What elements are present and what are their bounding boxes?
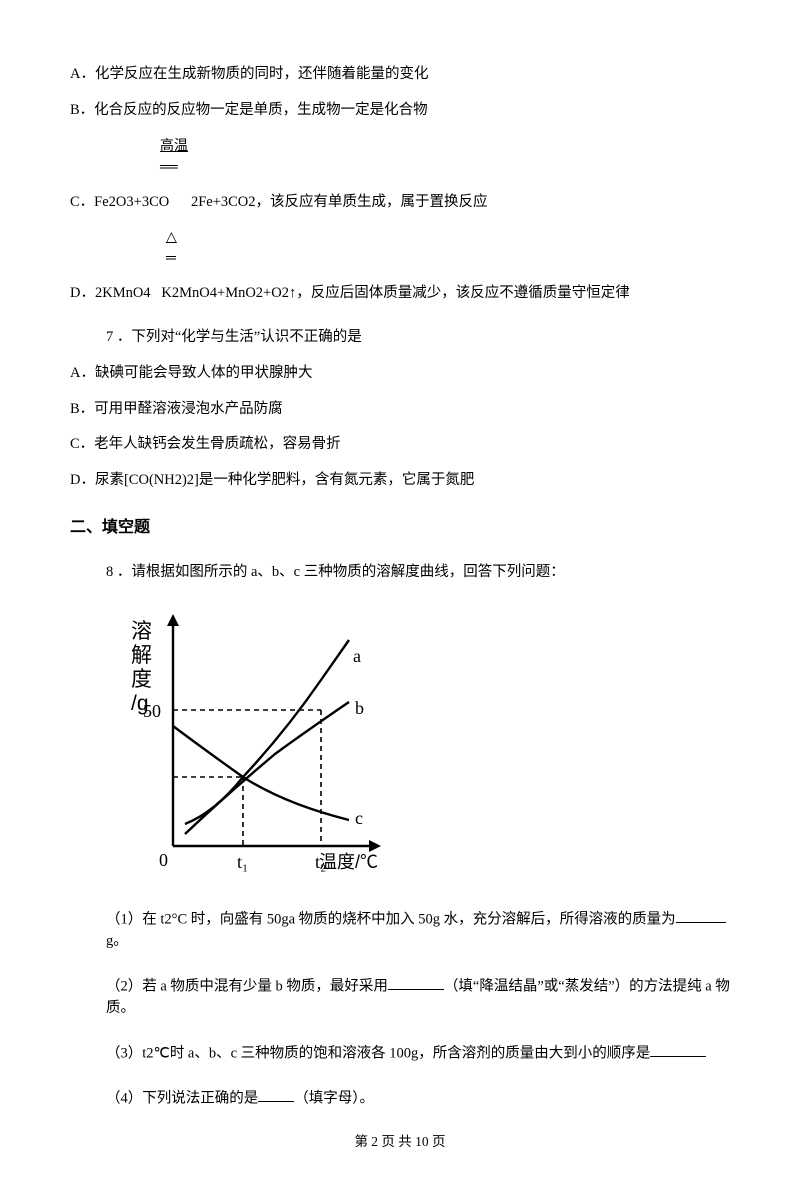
svg-text:0: 0 [159,850,168,870]
gaoweng-text: 高温 [160,139,188,154]
q7-opt-c: C．老年人缺钙会发生骨质疏松，容易骨折 [70,434,730,456]
svg-text:t₁: t₁ [237,852,248,872]
q8-sub2: （2）若 a 物质中混有少量 b 物质，最好采用（填“降温结晶”或“蒸发结”）的… [106,975,730,1020]
q8-sub1-pre: （1）在 t2°C 时，向盛有 50ga 物质的烧杯中加入 50g 水，充分溶解… [106,911,676,927]
svg-text:c: c [355,808,363,828]
section-2-title: 二、填空题 [70,516,730,540]
q-upper-c-annotation: 高温 ══ [160,136,730,178]
svg-text:50: 50 [143,701,161,721]
q8-sub2-pre: （2）若 a 物质中混有少量 b 物质，最好采用 [106,978,388,994]
svg-text:度: 度 [131,668,152,691]
q8-sub2-blank[interactable] [388,975,444,991]
svg-text:溶: 溶 [131,620,152,643]
q-upper-opt-b: B．化合反应的反应物一定是单质，生成物一定是化合物 [70,100,730,122]
svg-text:b: b [355,698,364,718]
q7-opt-d: D．尿素[CO(NH2)2]是一种化学肥料，含有氮元素，它属于氮肥 [70,470,730,492]
q8-sub3-pre: （3）t2℃时 a、b、c 三种物质的饱和溶液各 100g，所含溶剂的质量由大到… [106,1045,650,1061]
q8-sub1: （1）在 t2°C 时，向盛有 50ga 物质的烧杯中加入 50g 水，充分溶解… [106,908,730,953]
page-footer: 第 2 页 共 10 页 [70,1132,730,1152]
triangle-text: △ [166,230,177,245]
q-upper-opt-d: D．2KMnO4 K2MnO4+MnO2+O2↑，反应后固体质量减少，该反应不遵… [70,283,730,305]
q7-opt-b: B．可用甲醛溶液浸泡水产品防腐 [70,399,730,421]
q-upper-d-annotation: △ ═ [166,227,730,269]
svg-text:a: a [353,646,361,666]
q8-sub4-pre: （4）下列说法正确的是 [106,1090,258,1106]
solubility-chart-svg: 溶解度/g50abc0t₁t₂温度/℃ [115,602,399,886]
solubility-figure: 溶解度/g50abc0t₁t₂温度/℃ [115,602,730,886]
q-upper-opt-c: C．Fe2O3+3CO 2Fe+3CO2，该反应有单质生成，属于置换反应 [70,192,730,214]
svg-text:温度/℃: 温度/℃ [319,852,378,872]
svg-text:解: 解 [131,644,152,667]
q8-sub4-blank[interactable] [258,1087,294,1103]
q8-sub4-post: （填字母）。 [294,1090,374,1106]
q8-sub3-blank[interactable] [650,1042,706,1058]
q7-stem: 7 ．下列对“化学与生活”认识不正确的是 [106,327,730,349]
q-upper-opt-a: A．化学反应在生成新物质的同时，还伴随着能量的变化 [70,64,730,86]
q8-sub1-post: g。 [106,933,128,949]
q7-opt-a: A．缺碘可能会导致人体的甲状腺肿大 [70,363,730,385]
q8-sub4: （4）下列说法正确的是 （填字母）。 [106,1087,730,1110]
q8-sub1-blank[interactable] [676,908,726,924]
q8-stem: 8 ．请根据如图所示的 a、b、c 三种物质的溶解度曲线，回答下列问题： [106,562,730,584]
q8-sub3: （3）t2℃时 a、b、c 三种物质的饱和溶液各 100g，所含溶剂的质量由大到… [106,1042,730,1065]
